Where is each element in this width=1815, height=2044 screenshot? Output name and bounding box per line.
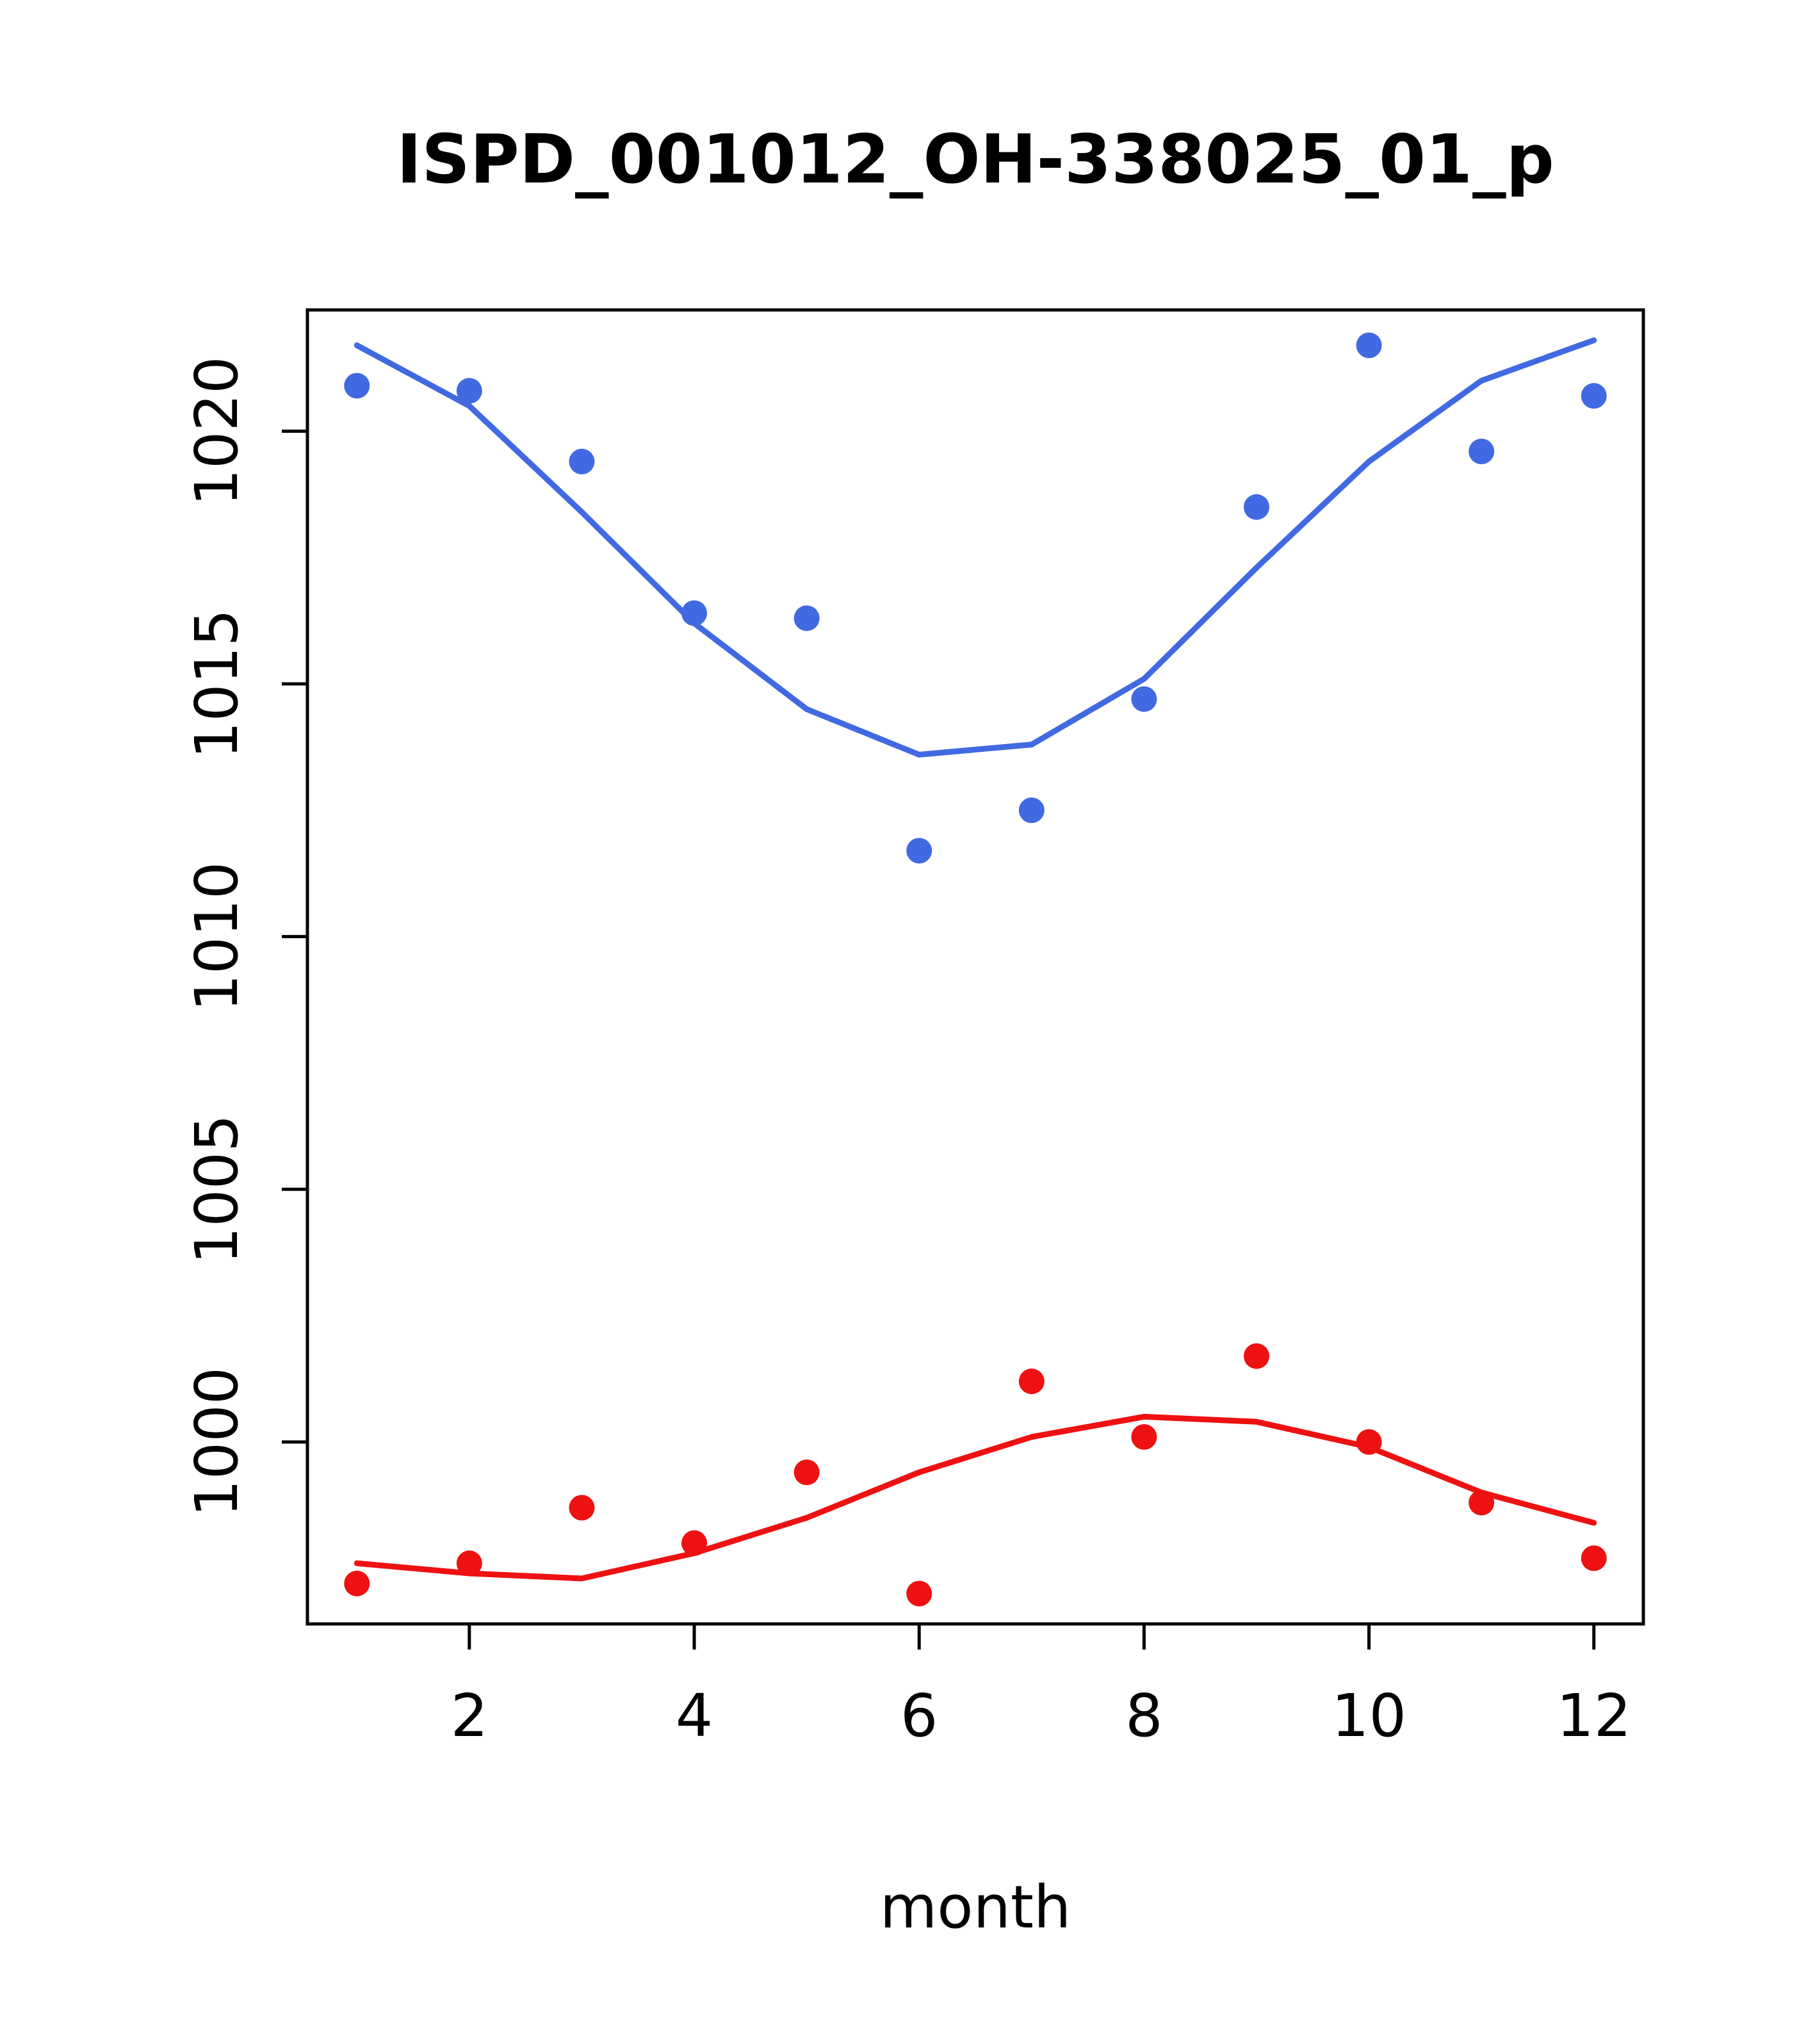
- y-tick-label: 1020: [183, 356, 251, 506]
- y-tick-label: 1010: [183, 862, 251, 1012]
- lower-series-smooth-line: [354, 1413, 1597, 1582]
- data-points: [344, 332, 1607, 1607]
- x-tick-label: 10: [1331, 1682, 1406, 1750]
- lower-series-point: [681, 1530, 708, 1556]
- upper-series-point: [906, 838, 932, 864]
- x-tick-label: 8: [1125, 1682, 1163, 1750]
- lower-series-point: [1469, 1489, 1495, 1516]
- upper-series-point: [456, 378, 482, 404]
- lower-series-point: [906, 1580, 932, 1607]
- lower-series-point: [456, 1550, 482, 1577]
- upper-series-point: [681, 600, 708, 626]
- x-tick-label: 4: [676, 1682, 713, 1750]
- upper-series-point: [1018, 797, 1045, 823]
- upper-series-point: [1243, 494, 1269, 520]
- plot-box: [305, 308, 1645, 1626]
- x-tick-label: 2: [451, 1682, 489, 1750]
- lower-series-point: [1131, 1424, 1157, 1450]
- lower-series-point: [1581, 1545, 1607, 1571]
- x-axis-label: month: [880, 1873, 1071, 1942]
- upper-series-point: [344, 373, 370, 399]
- upper-series-point: [1469, 438, 1495, 464]
- lower-series-point: [344, 1570, 370, 1596]
- x-tick-label: 12: [1556, 1682, 1631, 1750]
- y-tick-label: 1005: [183, 1114, 251, 1264]
- x-tick-label: 6: [900, 1682, 938, 1750]
- upper-series-point: [1581, 383, 1607, 409]
- upper-series-point: [794, 605, 820, 631]
- lower-series-point: [1243, 1343, 1269, 1369]
- y-tick-label: 1000: [183, 1367, 251, 1517]
- lower-series-point: [569, 1495, 595, 1521]
- upper-series-point: [569, 448, 595, 474]
- lower-series-point: [1356, 1429, 1382, 1455]
- lower-series-point: [794, 1459, 820, 1486]
- y-tick-label: 1015: [183, 609, 251, 759]
- lower-series-point: [1018, 1368, 1045, 1395]
- upper-series-smooth-line: [354, 337, 1597, 758]
- smooth-lines: [354, 337, 1597, 1582]
- chart-title: ISPD_001012_OH-338025_01_p: [396, 120, 1554, 199]
- upper-series-point: [1131, 686, 1157, 712]
- upper-series-point: [1356, 332, 1382, 359]
- axis-ticks: 2 4 6 8 10 12 1000 1005 1010 1015 1020: [183, 356, 1631, 1750]
